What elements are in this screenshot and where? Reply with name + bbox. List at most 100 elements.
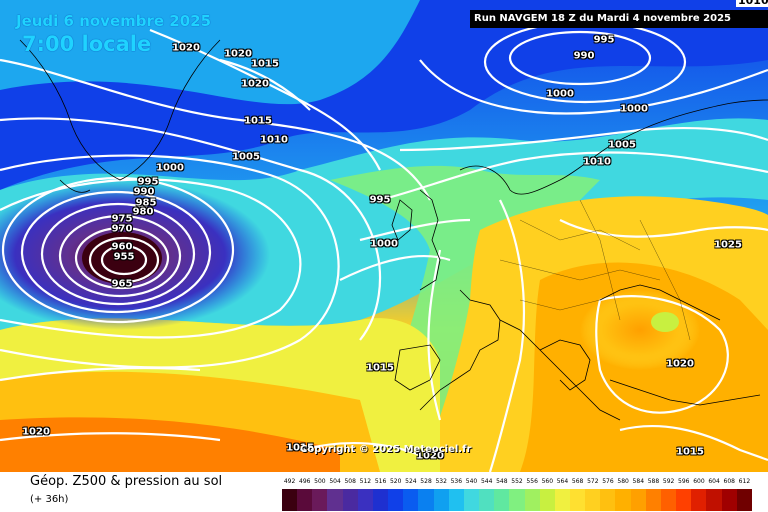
forecast-time: 7:00 locale — [22, 32, 152, 56]
isobar-label: 975 — [111, 213, 133, 225]
isobar-label: 995 — [137, 176, 159, 188]
legend-value: 612 — [738, 478, 751, 485]
isobar-label: 980 — [132, 206, 154, 218]
isobar-label: 1010 — [583, 156, 611, 168]
legend-value: 564 — [556, 478, 569, 485]
isobar-label: 1000 — [546, 88, 574, 100]
isobar-label: 955 — [113, 251, 135, 263]
isobar-label: 1010 — [736, 0, 768, 7]
legend-value: 552 — [511, 478, 523, 485]
legend-value: 604 — [708, 478, 720, 485]
legend-value: 504 — [329, 478, 341, 485]
isobar-label: 1015 — [251, 58, 279, 70]
isobar-label: 1005 — [232, 151, 260, 163]
isobar-label: 985 — [135, 197, 157, 209]
legend-swatch — [706, 489, 722, 511]
legend-value: 496 — [299, 478, 311, 485]
legend-swatch — [721, 489, 737, 511]
legend-value: 492 — [283, 478, 296, 485]
legend-swatch — [297, 489, 313, 511]
isobar-label: 1000 — [620, 103, 648, 115]
legend-swatch — [357, 489, 373, 511]
legend-value: 520 — [389, 478, 402, 485]
legend-value: 584 — [632, 478, 645, 485]
isobar-label: 965 — [111, 278, 133, 290]
isobar-label: 990 — [133, 186, 155, 198]
isobar-label: 1020 — [224, 48, 252, 60]
legend-swatch — [479, 489, 495, 511]
legend-swatch — [615, 489, 631, 511]
legend-swatch — [676, 489, 692, 511]
isobar-label: 1010 — [260, 134, 288, 146]
legend-labels: 492 496 500 504 508 512 516 520 524 528 532 536 540 5… — [282, 478, 752, 487]
legend-value: 528 — [420, 478, 432, 485]
legend-value: 592 — [662, 478, 675, 485]
isobar-label: 990 — [573, 50, 595, 62]
legend-swatch — [585, 489, 601, 511]
legend-value: 540 — [465, 478, 478, 485]
isobar-label: 1020 — [22, 426, 50, 438]
legend-swatch — [342, 489, 358, 511]
isobar-label: 1000 — [156, 162, 184, 174]
legend-value: 536 — [450, 478, 463, 485]
legend-swatch — [509, 489, 525, 511]
forecast-lead-time: (+ 36h) — [30, 494, 69, 505]
legend-value: 568 — [571, 478, 584, 485]
legend-value: 508 — [344, 478, 356, 485]
isobar-label: 1015 — [676, 446, 704, 458]
legend-swatch — [660, 489, 677, 511]
legend-swatch — [372, 489, 389, 511]
legend-swatch — [448, 489, 464, 511]
isobar-label: 960 — [111, 241, 133, 253]
legend-swatch — [539, 489, 555, 511]
isobar-label: 1020 — [172, 42, 200, 54]
legend-color-bar — [282, 489, 752, 511]
isobar-lines — [0, 20, 768, 472]
model-run-info: Run NAVGEM 18 Z du Mardi 4 novembre 2025 — [470, 10, 768, 28]
isobar-label: 995 — [593, 34, 615, 46]
isobar-label: 1000 — [370, 238, 398, 250]
legend-swatch — [736, 489, 752, 511]
legend-swatch — [554, 489, 570, 511]
borders — [499, 199, 691, 341]
coastlines — [19, 39, 768, 421]
isobar-label: 995 — [369, 194, 391, 206]
legend-swatch — [388, 489, 404, 511]
legend-value: 596 — [678, 478, 690, 485]
legend-swatch — [282, 489, 298, 511]
legend-swatch — [418, 489, 434, 511]
isobar-label: 1015 — [244, 115, 272, 127]
legend-swatch — [403, 489, 419, 511]
isobar-label: 1020 — [241, 78, 269, 90]
legend-value: 516 — [374, 478, 387, 485]
legend-value: 548 — [496, 478, 508, 485]
legend-value: 500 — [314, 478, 326, 485]
isobar-label: 1015 — [286, 442, 314, 454]
legend-value: 608 — [723, 478, 735, 485]
isobar-label: 1015 — [366, 362, 394, 374]
isobar-label: 970 — [111, 223, 133, 235]
legend-value: 572 — [587, 478, 599, 485]
legend-swatch — [569, 489, 586, 511]
color-legend: 492 496 500 504 508 512 516 520 524 528 532 536 540 5… — [282, 478, 752, 511]
legend-value: 580 — [617, 478, 629, 485]
isobar-label: 1020 — [666, 358, 694, 370]
isobar-label: 1020 — [416, 450, 444, 462]
isobar-label: 1005 — [608, 139, 636, 151]
legend-value: 588 — [647, 478, 660, 485]
legend-value: 512 — [359, 478, 372, 485]
map-title: Géop. Z500 & pression au sol — [30, 474, 223, 489]
copyright-notice: Copyright © 2025 Meteociel.fr — [300, 444, 472, 455]
legend-value: 532 — [435, 478, 447, 485]
legend-swatch — [600, 489, 616, 511]
legend-swatch — [463, 489, 480, 511]
isobar-label: 1025 — [714, 239, 742, 251]
legend-swatch — [630, 489, 646, 511]
legend-swatch — [312, 489, 328, 511]
legend-swatch — [524, 489, 540, 511]
legend-value: 576 — [602, 478, 614, 485]
legend-value: 600 — [693, 478, 705, 485]
legend-swatch — [327, 489, 343, 511]
legend-value: 556 — [526, 478, 538, 485]
